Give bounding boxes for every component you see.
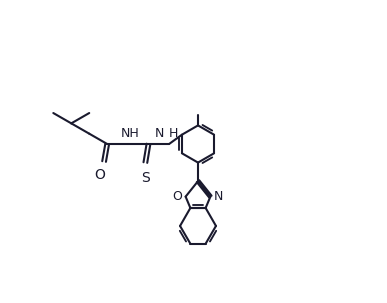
Text: NH: NH bbox=[120, 127, 139, 140]
Text: N: N bbox=[214, 190, 224, 203]
Text: H: H bbox=[169, 127, 178, 140]
Text: N: N bbox=[154, 127, 164, 140]
Text: O: O bbox=[172, 190, 182, 203]
Text: O: O bbox=[94, 168, 105, 182]
Text: S: S bbox=[141, 171, 150, 185]
